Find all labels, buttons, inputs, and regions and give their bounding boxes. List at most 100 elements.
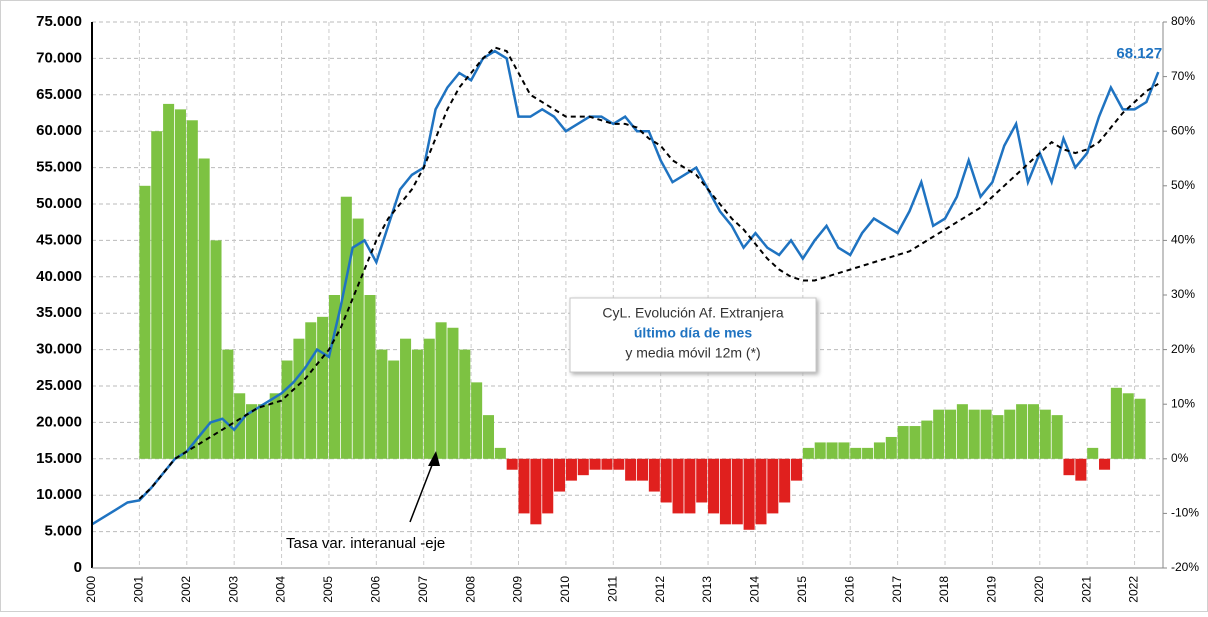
bar xyxy=(269,393,281,459)
bar xyxy=(388,360,400,459)
y-tick-label: 0 xyxy=(74,559,82,576)
bar xyxy=(198,158,210,459)
bar xyxy=(246,404,258,459)
box-line: último día de mes xyxy=(634,325,752,341)
bar xyxy=(1134,398,1146,459)
arrow xyxy=(409,459,435,523)
line xyxy=(91,49,1160,526)
x-tick-label: 2018 xyxy=(937,576,951,603)
bar xyxy=(518,458,530,514)
bar xyxy=(684,458,696,514)
bar xyxy=(328,295,340,459)
y-tick-label: 10.000 xyxy=(36,486,82,503)
bar xyxy=(850,447,862,459)
bar xyxy=(992,415,1004,459)
bar xyxy=(577,458,589,476)
bar xyxy=(897,426,909,459)
x-tick-label: 2021 xyxy=(1079,576,1093,603)
bar xyxy=(1051,415,1063,459)
bar xyxy=(719,458,731,525)
x-tick-label: 2012 xyxy=(653,576,667,603)
bar xyxy=(554,458,566,492)
y-tick-label: 65.000 xyxy=(36,86,82,103)
bar xyxy=(696,458,708,503)
bar xyxy=(980,409,992,459)
bar xyxy=(352,218,364,459)
box-line: y media móvil 12m (*) xyxy=(625,345,760,361)
x-tick-label: 2002 xyxy=(179,576,193,603)
bar xyxy=(885,436,897,459)
bar xyxy=(163,103,175,459)
bar xyxy=(234,393,246,459)
bar xyxy=(660,458,672,503)
x-tick-label: 2011 xyxy=(605,576,619,602)
bar xyxy=(530,458,542,525)
y-tick-label: 60.000 xyxy=(36,122,82,139)
x-tick-label: 2009 xyxy=(511,576,525,603)
bar xyxy=(435,322,447,459)
x-tick-label: 2007 xyxy=(416,576,430,603)
box-line: CyL. Evolución Af. Extranjera xyxy=(602,305,784,321)
bar xyxy=(601,458,613,470)
bar xyxy=(400,338,412,459)
bar xyxy=(862,447,874,459)
y2-tick-label: -10% xyxy=(1171,506,1199,520)
x-tick-label: 2016 xyxy=(842,576,856,603)
bar xyxy=(790,458,803,481)
bar xyxy=(968,409,980,459)
x-tick-label: 2010 xyxy=(558,576,572,603)
bar xyxy=(1039,409,1051,459)
y2-tick-label: 40% xyxy=(1171,233,1195,247)
bar xyxy=(826,442,838,459)
y-tick-label: 30.000 xyxy=(36,341,82,358)
bar xyxy=(423,338,435,459)
x-tick-label: 2017 xyxy=(890,576,904,603)
x-tick-label: 2001 xyxy=(132,576,146,603)
bar xyxy=(956,404,968,459)
y-tick-label: 35.000 xyxy=(36,304,82,321)
x-tick-label: 2004 xyxy=(274,576,288,603)
bar xyxy=(257,404,269,459)
bar xyxy=(1016,404,1028,459)
bar xyxy=(779,458,791,503)
bar xyxy=(506,458,518,470)
y-tick-label: 20.000 xyxy=(36,413,82,430)
bar xyxy=(482,415,495,459)
bar xyxy=(471,382,483,459)
x-tick-label: 2019 xyxy=(985,576,999,603)
bar xyxy=(1063,458,1075,476)
bar xyxy=(755,458,767,525)
bar xyxy=(743,458,755,530)
bar xyxy=(589,458,601,470)
x-tick-label: 2015 xyxy=(795,576,809,603)
bar xyxy=(376,349,388,459)
y2-tick-label: -20% xyxy=(1171,560,1199,574)
bar xyxy=(945,409,957,459)
bar xyxy=(281,360,293,459)
bar xyxy=(364,295,376,459)
y2-tick-label: 70% xyxy=(1171,69,1195,83)
value-label: 68.127 xyxy=(1116,45,1162,62)
bar xyxy=(186,120,198,459)
bar xyxy=(151,131,163,459)
x-tick-label: 2006 xyxy=(369,576,383,603)
x-tick-label: 2003 xyxy=(226,576,240,603)
bar xyxy=(873,442,885,459)
bar xyxy=(814,442,826,459)
x-tick-label: 2020 xyxy=(1032,576,1046,603)
y-tick-label: 25.000 xyxy=(36,377,82,394)
bar xyxy=(1075,458,1087,481)
bar xyxy=(447,327,459,459)
y-tick-label: 40.000 xyxy=(36,268,82,285)
bar xyxy=(494,447,506,459)
bar xyxy=(1027,404,1039,459)
moving-average xyxy=(138,46,1159,500)
bar xyxy=(838,442,850,459)
bar xyxy=(411,349,423,459)
arrow-head xyxy=(428,451,440,466)
bar xyxy=(210,240,222,459)
bar xyxy=(1099,458,1111,470)
bar xyxy=(1110,387,1122,459)
bar xyxy=(1004,409,1016,459)
